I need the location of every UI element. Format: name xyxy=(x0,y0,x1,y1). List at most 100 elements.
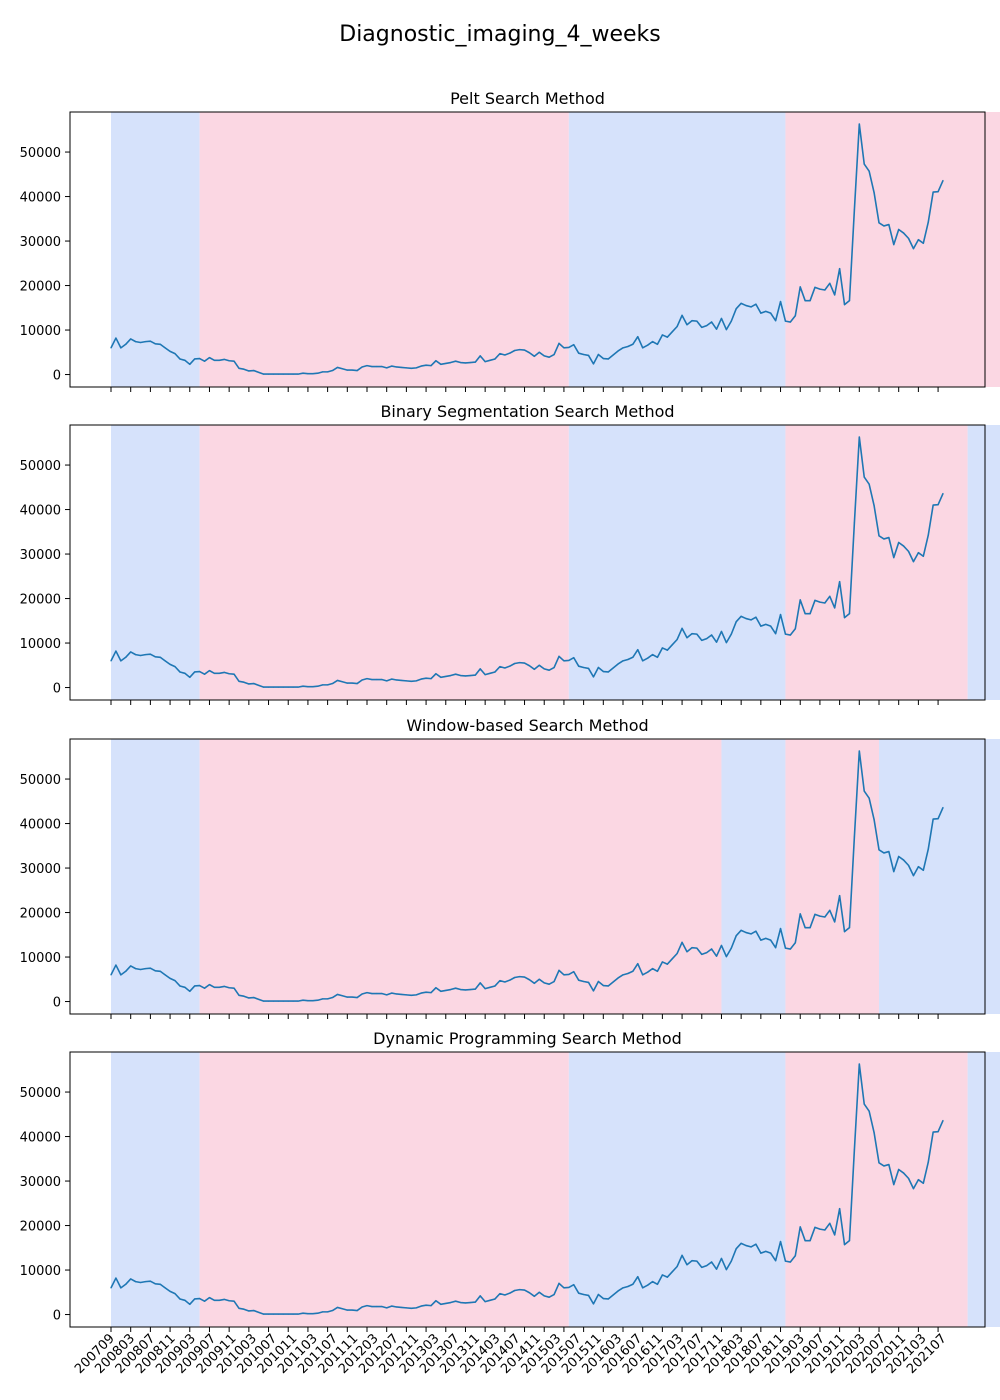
data-point xyxy=(834,294,836,296)
data-point xyxy=(750,306,752,308)
data-point xyxy=(213,1299,215,1301)
data-point xyxy=(533,355,535,357)
data-point xyxy=(789,634,791,636)
data-point xyxy=(671,1271,673,1273)
data-point xyxy=(469,988,471,991)
data-point xyxy=(883,225,885,227)
data-point xyxy=(765,937,767,939)
data-point xyxy=(740,1242,742,1244)
data-point xyxy=(519,976,521,978)
data-point xyxy=(179,985,181,987)
data-point xyxy=(888,850,890,853)
data-point xyxy=(765,623,767,625)
data-point xyxy=(730,633,732,635)
data-point xyxy=(341,995,343,997)
data-point xyxy=(203,673,206,675)
data-point xyxy=(592,1303,595,1305)
data-point xyxy=(110,1287,112,1289)
data-point xyxy=(199,1297,201,1300)
data-point xyxy=(868,170,870,172)
data-point xyxy=(632,970,634,972)
data-point xyxy=(829,595,831,597)
data-point xyxy=(292,373,294,375)
data-point xyxy=(696,320,698,322)
data-point xyxy=(395,993,398,995)
data-point xyxy=(519,1289,521,1291)
data-point xyxy=(346,682,348,684)
data-point xyxy=(538,351,540,353)
data-point xyxy=(464,362,467,364)
data-point xyxy=(671,331,673,333)
data-point xyxy=(218,359,220,361)
data-point xyxy=(184,986,186,988)
data-point xyxy=(341,1308,343,1310)
data-point xyxy=(391,1305,393,1307)
data-point xyxy=(386,680,388,682)
data-point xyxy=(174,666,176,668)
data-point xyxy=(696,947,698,949)
data-point xyxy=(494,358,496,360)
data-point xyxy=(706,1264,708,1267)
data-point xyxy=(169,663,171,666)
data-point xyxy=(942,1119,944,1122)
data-point xyxy=(115,964,117,966)
data-point xyxy=(381,365,383,368)
data-point xyxy=(543,982,545,984)
data-point xyxy=(750,619,752,621)
data-point xyxy=(666,963,668,965)
data-point xyxy=(528,1292,531,1294)
data-point xyxy=(450,361,452,364)
data-point xyxy=(386,367,388,369)
data-point xyxy=(381,1305,383,1308)
data-point xyxy=(361,366,363,368)
data-point xyxy=(149,340,151,342)
data-point xyxy=(484,361,486,363)
data-point xyxy=(853,836,855,838)
data-point xyxy=(425,364,427,366)
data-point xyxy=(907,1177,910,1179)
data-point xyxy=(937,818,939,820)
data-point xyxy=(351,369,353,371)
data-point xyxy=(371,678,373,681)
data-point xyxy=(233,1300,235,1302)
data-point xyxy=(499,1293,501,1295)
data-point xyxy=(154,656,156,658)
data-point xyxy=(804,927,806,929)
data-point xyxy=(366,1305,368,1307)
data-point xyxy=(528,979,531,981)
data-point xyxy=(558,1282,560,1284)
y-tick-label: 50000 xyxy=(20,1086,61,1101)
data-point xyxy=(696,1260,698,1262)
data-point xyxy=(888,223,890,226)
data-point xyxy=(125,343,127,345)
data-point xyxy=(356,1309,358,1312)
data-point xyxy=(543,668,545,670)
y-tick-label: 10000 xyxy=(20,324,61,339)
data-point xyxy=(450,1301,452,1304)
series-line xyxy=(110,750,944,1002)
data-point xyxy=(799,913,801,915)
data-point xyxy=(499,980,501,982)
data-point xyxy=(932,504,934,506)
data-point xyxy=(622,347,624,349)
data-point xyxy=(602,984,604,987)
data-point xyxy=(258,998,260,1000)
data-point xyxy=(336,366,339,369)
data-point xyxy=(651,968,654,970)
data-point xyxy=(189,363,191,365)
data-point xyxy=(789,948,791,950)
data-point xyxy=(243,1308,245,1310)
data-point xyxy=(248,1310,250,1312)
data-point xyxy=(282,1000,284,1002)
data-point xyxy=(455,673,457,675)
data-point xyxy=(848,927,851,929)
data-point xyxy=(799,1226,801,1228)
data-point xyxy=(459,988,462,991)
data-point xyxy=(238,1307,240,1309)
data-point xyxy=(302,999,304,1001)
data-point xyxy=(907,864,910,866)
data-point xyxy=(533,1295,535,1297)
data-point xyxy=(858,123,860,125)
data-point xyxy=(282,686,284,688)
data-point xyxy=(238,994,240,996)
